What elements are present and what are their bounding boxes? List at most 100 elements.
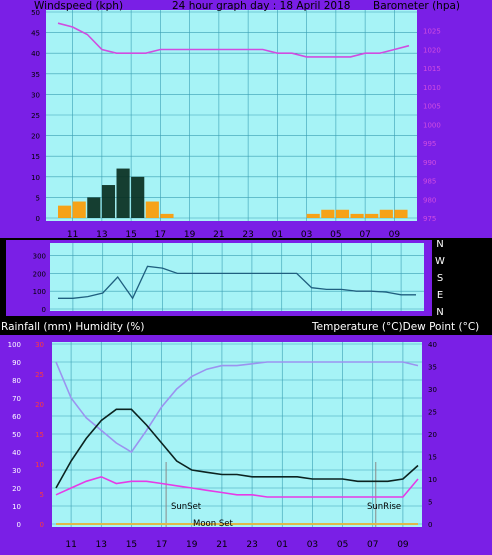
wind-speed-bar xyxy=(394,209,408,218)
rain-x-tick-label: 03 xyxy=(307,540,318,550)
humidity-tick-label: 20 xyxy=(12,485,21,493)
temperature-tick-label: 40 xyxy=(428,341,437,349)
rain-x-axis-ticks: 11 13 15 17 19 21 23 01 03 05 07 09 xyxy=(65,540,409,550)
wind-speed-bar xyxy=(321,209,335,218)
windspeed-tick-label: 15 xyxy=(31,153,40,161)
wind-x-tick-label: 21 xyxy=(213,230,224,240)
humidity-tick-label: 40 xyxy=(12,449,21,457)
rain-x-tick-label: 21 xyxy=(216,540,227,550)
compass-label: S xyxy=(437,273,443,284)
windspeed-tick-label: 40 xyxy=(31,50,40,58)
wind-speed-bar xyxy=(306,213,320,218)
wind-speed-bar xyxy=(116,168,130,218)
rain-x-tick-label: 09 xyxy=(397,540,409,550)
rain-x-tick-label: 01 xyxy=(277,540,288,550)
direction-plot-area xyxy=(50,243,424,311)
rainfall-tick-label: 5 xyxy=(40,491,44,499)
windspeed-tick-label: 45 xyxy=(31,30,40,38)
humidity-tick-label: 10 xyxy=(12,503,21,511)
temperature-tick-label: 35 xyxy=(428,364,437,372)
temperature-tick-label: 25 xyxy=(428,409,437,417)
direction-tick-label: 100 xyxy=(33,288,46,296)
compass-label: N xyxy=(436,239,443,250)
sunset-label: SunSet xyxy=(171,502,202,512)
humidity-tick-label: 60 xyxy=(12,413,21,421)
rain-x-tick-label: 19 xyxy=(186,540,198,550)
wind-x-tick-label: 05 xyxy=(330,230,341,240)
humidity-tick-label: 30 xyxy=(12,467,21,475)
rainfall-tick-label: 30 xyxy=(35,341,44,349)
wind-x-tick-label: 03 xyxy=(301,230,312,240)
windspeed-tick-label: 35 xyxy=(31,71,40,79)
barometer-tick-label: 980 xyxy=(423,196,436,204)
direction-tick-label: 200 xyxy=(33,270,46,278)
barometer-line xyxy=(57,22,410,58)
temperature-tick-label: 20 xyxy=(428,431,437,439)
rain-x-tick-label: 11 xyxy=(65,540,76,550)
barometer-label: Barometer (hpa) xyxy=(373,0,460,12)
compass-label: E xyxy=(437,290,443,301)
temperature-axis-ticks: 0 5 10 15 20 25 30 35 40 xyxy=(428,341,437,529)
rain-x-tick-label: 17 xyxy=(156,540,167,550)
humidity-tick-label: 90 xyxy=(12,359,21,367)
rain-plot-area xyxy=(52,342,422,527)
rain-x-tick-label: 15 xyxy=(126,540,137,550)
barometer-tick-label: 1020 xyxy=(423,46,441,54)
wind-x-tick-label: 09 xyxy=(389,230,401,240)
wind-x-tick-label: 17 xyxy=(155,230,166,240)
direction-tick-label: 0 xyxy=(42,306,46,314)
rain-x-tick-label: 07 xyxy=(367,540,378,550)
wind-x-tick-label: 19 xyxy=(184,230,196,240)
wind-speed-bar xyxy=(379,209,393,218)
rainfall-humidity-label: Rainfall (mm) Humidity (%) xyxy=(1,321,144,333)
temperature-tick-label: 15 xyxy=(428,454,437,462)
windspeed-tick-label: 20 xyxy=(31,133,40,141)
direction-tick-label: 300 xyxy=(33,253,46,261)
windspeed-tick-label: 5 xyxy=(36,194,40,202)
wind-speed-bar xyxy=(58,205,72,218)
windspeed-label: Windspeed (kph) xyxy=(34,0,123,12)
temperature-tick-label: 30 xyxy=(428,386,437,394)
humidity-tick-label: 70 xyxy=(12,395,21,403)
rainfall-tick-label: 20 xyxy=(35,401,44,409)
windspeed-tick-label: 0 xyxy=(36,215,40,223)
barometer-tick-label: 990 xyxy=(423,159,436,167)
wind-speed-bar xyxy=(87,197,101,218)
rain-x-tick-label: 05 xyxy=(337,540,348,550)
temperature-tick-label: 10 xyxy=(428,476,437,484)
wind-speed-bar xyxy=(145,201,159,218)
humidity-tick-label: 100 xyxy=(8,341,21,349)
wind-speed-bar xyxy=(131,176,145,218)
wind-x-tick-label: 13 xyxy=(96,230,107,240)
wind-x-tick-label: 15 xyxy=(125,230,136,240)
wind-speed-bar xyxy=(365,213,379,218)
wind-speed-bar xyxy=(101,185,116,218)
wind-x-axis-ticks: 11 13 15 17 19 21 23 01 03 05 07 09 xyxy=(67,230,400,240)
wind-direction-line xyxy=(58,265,416,300)
humidity-axis-ticks: 0 10 20 30 40 50 60 70 80 90 100 xyxy=(8,341,21,529)
wind-speed-bars xyxy=(58,168,408,218)
temperature-dewpoint-label: Temperature (°C)Dew Point (°C) xyxy=(311,321,479,333)
wind-x-tick-label: 23 xyxy=(242,230,253,240)
dewpoint-line xyxy=(55,475,419,498)
rainfall-tick-label: 10 xyxy=(35,461,44,469)
barometer-tick-label: 1015 xyxy=(423,65,441,73)
barometer-right-axis-ticks: 975 980 985 990 995 1000 1005 1010 1015 1020 1025 xyxy=(423,28,441,223)
wind-speed-bar xyxy=(72,201,86,218)
barometer-tick-label: 975 xyxy=(423,215,436,223)
humidity-tick-label: 0 xyxy=(17,521,21,529)
barometer-tick-label: 1025 xyxy=(423,28,441,36)
wind-speed-bar xyxy=(335,209,350,218)
rain-x-tick-label: 23 xyxy=(246,540,257,550)
barometer-tick-label: 1000 xyxy=(423,121,441,129)
rain-grid xyxy=(52,342,422,527)
wind-x-tick-label: 07 xyxy=(359,230,370,240)
temperature-tick-label: 0 xyxy=(428,521,432,529)
windspeed-tick-label: 30 xyxy=(31,91,40,99)
wind-x-tick-label: 01 xyxy=(272,230,283,240)
rainfall-axis-ticks: 0 5 10 15 20 25 30 xyxy=(35,341,44,529)
